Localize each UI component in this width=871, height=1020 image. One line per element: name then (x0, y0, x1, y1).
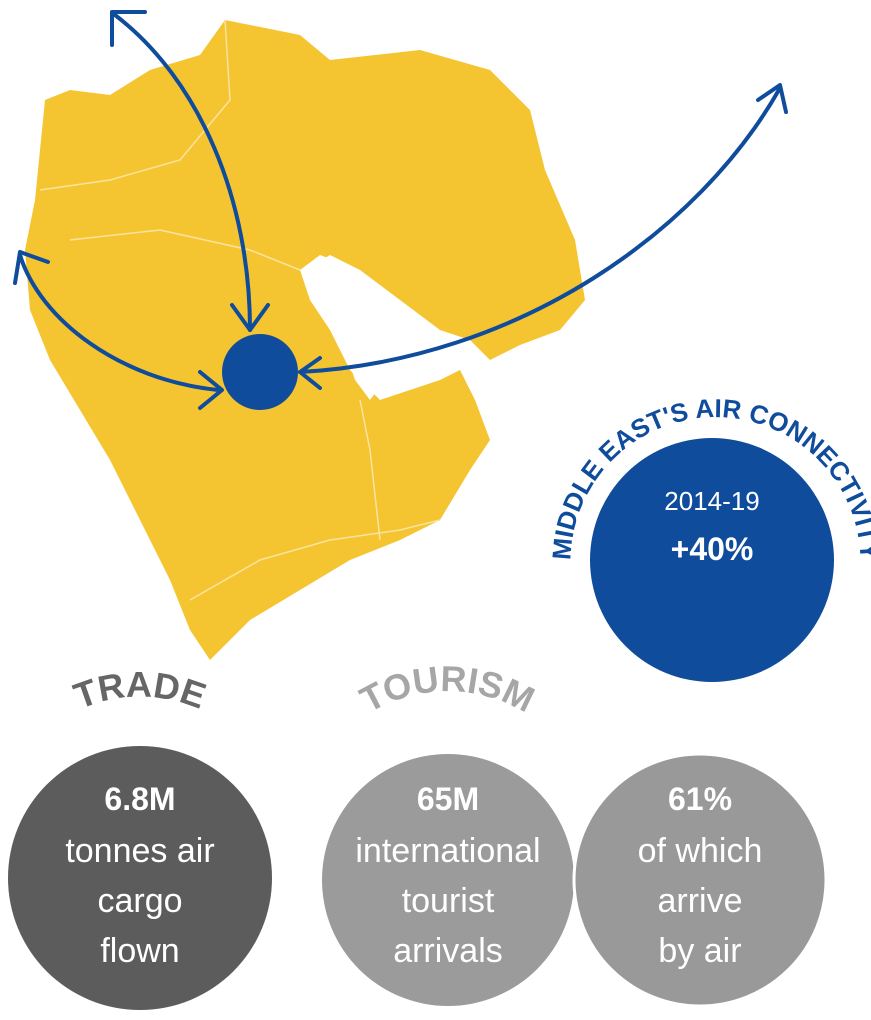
circle-text-line: tonnes air (65, 832, 214, 870)
arrivals-value: 65M (417, 781, 479, 817)
circle-text-line: of which (638, 832, 763, 870)
tourism-heading: TOURISM (353, 658, 540, 720)
connectivity-period: 2014-19 (664, 486, 759, 516)
trade-heading-path: TRADE (69, 664, 212, 717)
trade-heading: TRADE (69, 664, 212, 717)
arrivals-circle (322, 754, 574, 1006)
map (25, 19, 585, 660)
hub (222, 334, 298, 410)
circle-text-line: international (355, 832, 540, 870)
tourism-heading-path: TOURISM (353, 658, 540, 720)
circle-text-line: arrivals (393, 932, 503, 970)
by-air-circle (572, 752, 828, 1008)
connectivity-circle (590, 438, 834, 682)
trade-value: 6.8M (104, 781, 175, 817)
circle-text-line: cargo (97, 882, 182, 920)
connectivity-change: +40% (671, 531, 754, 567)
by-air-value: 61% (668, 781, 732, 817)
circle-text-line: flown (100, 932, 179, 970)
trade-circle (8, 746, 272, 1010)
circle-text-line: tourist (402, 882, 495, 920)
circle-text-line: by air (658, 932, 741, 970)
circle-text-line: arrive (657, 882, 742, 920)
arrows (13, 10, 788, 410)
